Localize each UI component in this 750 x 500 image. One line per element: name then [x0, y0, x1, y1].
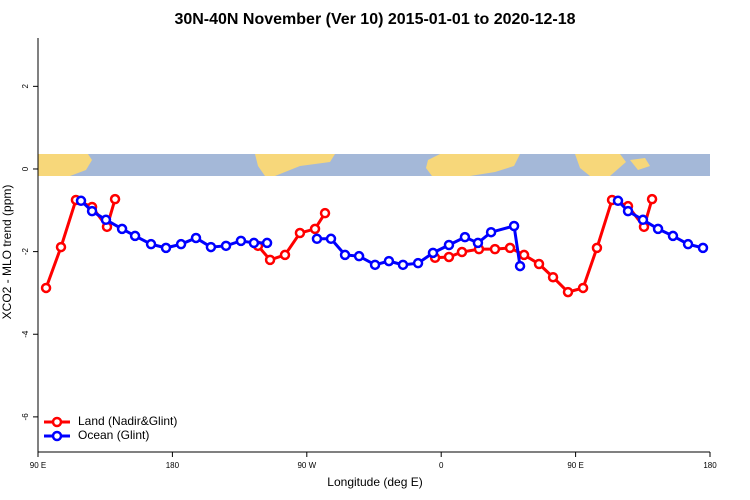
x-tick-label: 0	[439, 461, 444, 470]
y-tick-label: 0	[21, 166, 30, 171]
point	[443, 251, 455, 263]
point	[646, 193, 658, 205]
point	[508, 220, 520, 232]
point	[622, 205, 634, 217]
point	[86, 205, 98, 217]
x-tick-label: 90 W	[297, 461, 316, 470]
point	[667, 230, 679, 242]
point	[383, 255, 395, 267]
point	[697, 242, 709, 254]
legend-label: Ocean (Glint)	[78, 428, 149, 442]
point	[311, 233, 323, 245]
point	[264, 254, 276, 266]
x-tick-label: 180	[703, 461, 717, 470]
y-tick-label: -4	[21, 330, 30, 338]
point	[682, 238, 694, 250]
x-tick-label: 180	[166, 461, 180, 470]
point	[145, 238, 157, 250]
point	[339, 249, 351, 261]
point	[591, 242, 603, 254]
point	[190, 232, 202, 244]
legend-marker	[51, 416, 63, 428]
point	[220, 240, 232, 252]
point	[294, 227, 306, 239]
map-strip	[38, 154, 710, 176]
point	[397, 259, 409, 271]
point	[577, 282, 589, 294]
point	[369, 259, 381, 271]
point	[489, 243, 501, 255]
point	[504, 242, 516, 254]
point	[459, 231, 471, 243]
point	[637, 214, 649, 226]
point	[309, 223, 321, 235]
point	[427, 247, 439, 259]
y-tick-label: -2	[21, 248, 30, 256]
point	[612, 195, 624, 207]
point	[205, 241, 217, 253]
point	[533, 258, 545, 270]
point	[175, 238, 187, 250]
point	[109, 193, 121, 205]
point	[547, 271, 559, 283]
point	[652, 223, 664, 235]
point	[235, 235, 247, 247]
x-axis-label: Longitude (deg E)	[327, 475, 422, 489]
point	[456, 246, 468, 258]
point	[319, 207, 331, 219]
legend-marker	[51, 430, 63, 442]
series-line	[44, 197, 654, 294]
legend-label: Land (Nadir&Glint)	[78, 414, 177, 428]
y-tick-label: -6	[21, 413, 30, 421]
y-axis-label: XCO2 - MLO trend (ppm)	[0, 185, 14, 320]
point	[485, 226, 497, 238]
point	[100, 214, 112, 226]
point	[353, 250, 365, 262]
point	[325, 233, 337, 245]
point	[443, 239, 455, 251]
x-tick-label: 90 E	[30, 461, 46, 470]
chart-title: 30N-40N November (Ver 10) 2015-01-01 to …	[174, 11, 575, 28]
point	[518, 249, 530, 261]
point	[562, 286, 574, 298]
point	[472, 237, 484, 249]
point	[261, 237, 273, 249]
point	[129, 230, 141, 242]
x-tick-label: 90 E	[567, 461, 583, 470]
point	[116, 223, 128, 235]
point	[160, 242, 172, 254]
point	[40, 282, 52, 294]
point	[514, 260, 526, 272]
point	[412, 257, 424, 269]
point	[55, 241, 67, 253]
point	[75, 195, 87, 207]
y-tick-label: 2	[21, 84, 30, 89]
point	[279, 249, 291, 261]
point	[248, 237, 260, 249]
